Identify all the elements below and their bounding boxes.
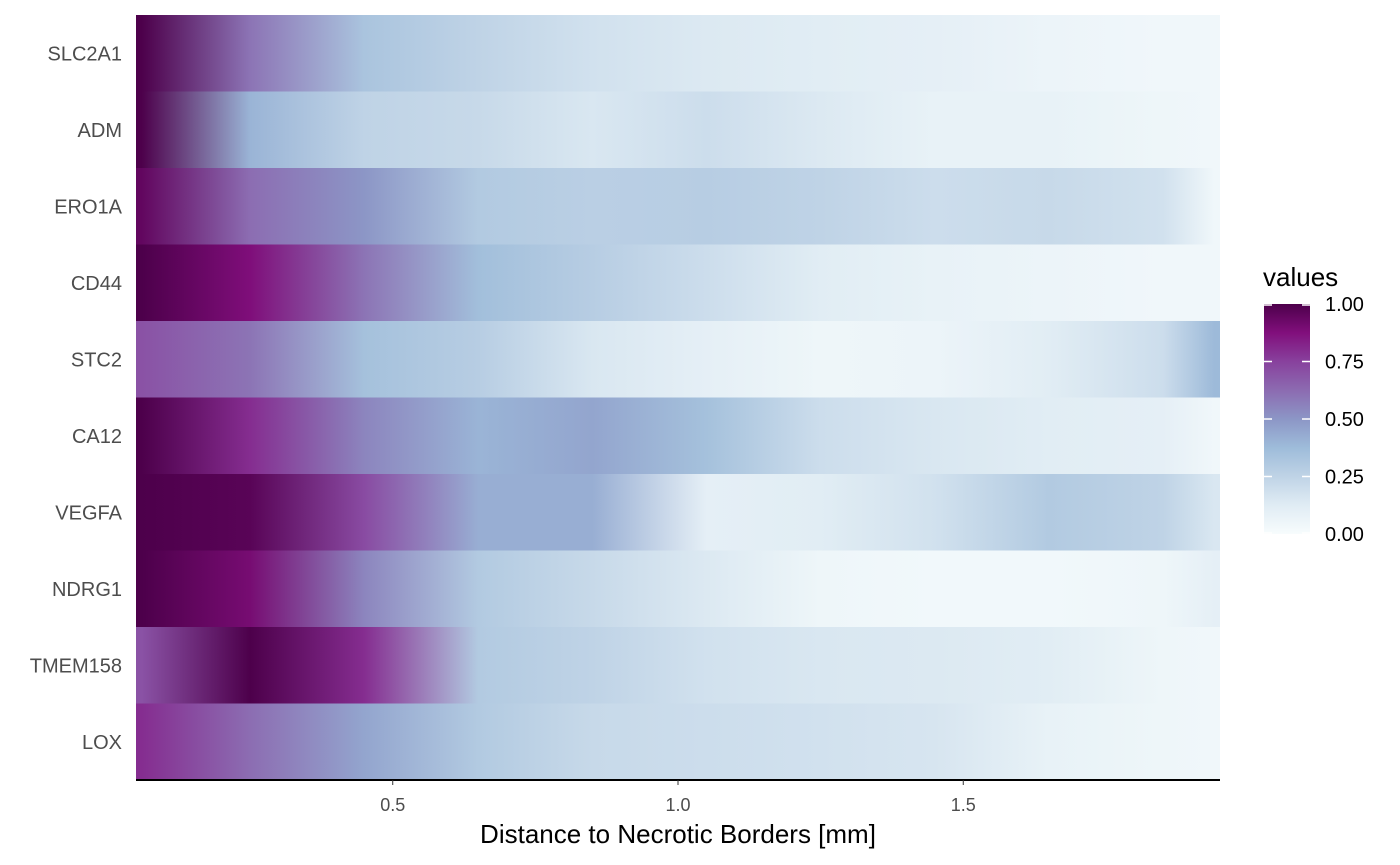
heatmap-row-ca12 [136, 397, 1220, 475]
gene-label-adm: ADM [78, 120, 122, 142]
legend-ticks: 1.00 0.75 0.50 0.25 0.00 [1264, 294, 1364, 546]
x-axis-ticks: 0.5 1.0 1.5 [380, 780, 976, 815]
gene-label-lox: LOX [82, 732, 122, 754]
gene-label-vegfa: VEGFA [55, 502, 122, 524]
gene-label-slc2a1: SLC2A1 [48, 43, 123, 65]
legend-tick-label: 0.50 [1325, 409, 1364, 431]
gene-label-ero1a: ERO1A [54, 196, 122, 218]
legend-tick-label: 0.75 [1325, 352, 1364, 374]
gene-labels: SLC2A1 ADM ERO1A CD44 STC2 CA12 VEGFA NDRG1 TMEM… [30, 43, 123, 754]
color-legend: values 1.00 0.75 0.50 0.25 0.00 [1263, 262, 1364, 546]
heatmap-row-vegfa [136, 474, 1220, 551]
heatmap-row-stc2 [136, 321, 1220, 398]
gene-label-cd44: CD44 [71, 273, 122, 295]
heatmap-row-ero1a [136, 168, 1220, 245]
x-axis-title: Distance to Necrotic Borders [mm] [480, 819, 876, 849]
legend-tick-label: 1.00 [1325, 294, 1364, 316]
heatmap-row-tmem158 [136, 627, 1220, 704]
legend-tick-label: 0.25 [1325, 467, 1364, 489]
legend-tick-label: 0.00 [1325, 524, 1364, 546]
heatmap-rows [136, 15, 1220, 781]
heatmap-row-ndrg1 [136, 550, 1220, 628]
x-tick-label: 0.5 [380, 795, 405, 815]
legend-title: values [1263, 262, 1338, 292]
heatmap-row-slc2a1 [136, 15, 1220, 92]
gene-label-ndrg1: NDRG1 [52, 579, 122, 601]
x-tick-label: 1.0 [665, 795, 690, 815]
gene-label-stc2: STC2 [71, 349, 122, 371]
heatmap-row-cd44 [136, 244, 1220, 322]
x-tick-label: 1.5 [951, 795, 976, 815]
heatmap-row-adm [136, 91, 1220, 169]
gene-label-tmem158: TMEM158 [30, 655, 122, 677]
heatmap-row-lox [136, 703, 1220, 781]
gene-label-ca12: CA12 [72, 426, 122, 448]
